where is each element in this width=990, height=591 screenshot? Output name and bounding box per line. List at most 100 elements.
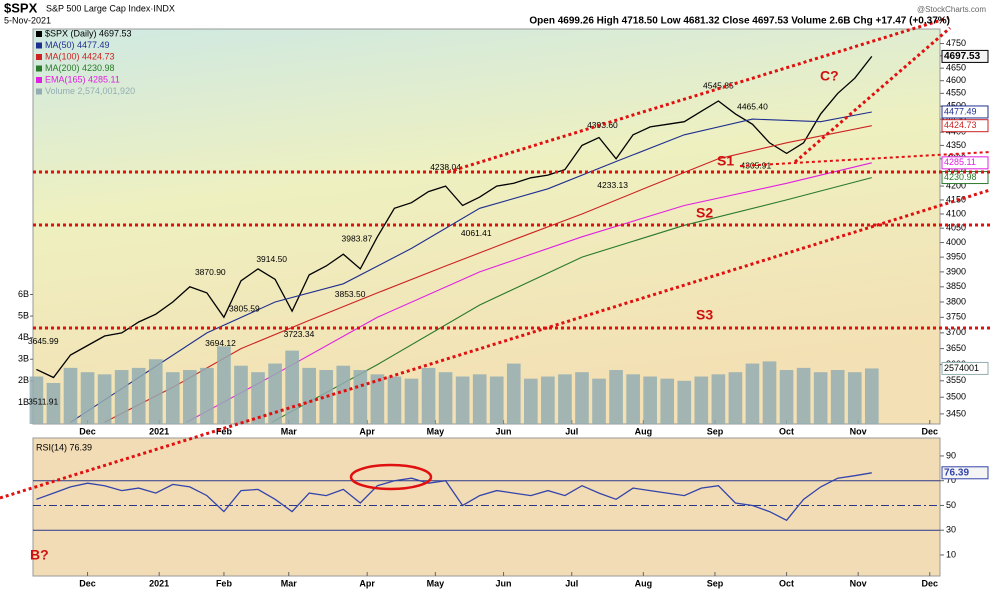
volume-bar (643, 376, 657, 424)
peak-label: 4545.85 (703, 81, 734, 91)
date: 5-Nov-2021 (4, 15, 51, 25)
legend-label: Volume 2,574,001,920 (45, 86, 135, 96)
y-tick-label: 4100 (946, 208, 966, 218)
volume-bar (864, 368, 879, 424)
y-tick-label: 3950 (946, 252, 966, 262)
volume-bar (626, 374, 640, 424)
y2-tick-label: 1B (18, 397, 29, 407)
legend-swatch (36, 65, 42, 72)
rsi-highlight (349, 463, 433, 491)
last-value-label: 4424.73 (944, 120, 977, 130)
x-tick-label: Apr (359, 578, 375, 588)
y-tick-label: 4150 (946, 194, 966, 204)
volume-bar (131, 367, 146, 424)
volume-bar (575, 372, 589, 424)
x-tick-label: Oct (779, 578, 794, 588)
credit: @StockCharts.com (917, 5, 986, 14)
peak-label: 3853.50 (335, 289, 366, 299)
y-tick-label: 3650 (946, 343, 966, 353)
last-value-box (941, 156, 989, 170)
legend-swatch (36, 54, 42, 60)
legend-swatch (36, 88, 42, 95)
legend-label: $SPX (Daily) 4697.53 (45, 28, 132, 38)
x-tick-label: 2021 (149, 426, 169, 436)
y-tick-label: 4650 (946, 63, 966, 73)
last-value-box (941, 119, 989, 133)
peak-label: 3645.99 (28, 336, 59, 346)
last-value-box (941, 361, 989, 375)
y-tick-label: 30 (946, 525, 956, 535)
volume-bar (234, 365, 248, 424)
volume-bar (29, 376, 44, 424)
volume-bar (438, 372, 453, 424)
rsi-title: RSI(14) 76.39 (36, 442, 92, 452)
volume-bar (285, 350, 299, 424)
x-tick-label: Aug (635, 578, 653, 588)
y2-tick-label: 2B (18, 375, 29, 385)
y2-tick-label: 6B (18, 289, 29, 299)
y-tick-label: 4350 (946, 140, 966, 150)
volume-bar (455, 376, 470, 424)
subtitle: S&P 500 Large Cap Index·INDX (46, 3, 175, 13)
y-tick-label: 3500 (946, 392, 966, 402)
peak-label: 3870.90 (195, 267, 226, 277)
volume-bar (387, 376, 402, 424)
volume-bar (114, 370, 129, 424)
legend-swatch (36, 31, 42, 37)
peak-label: 3805.59 (229, 304, 260, 314)
y-tick-label: 4750 (946, 38, 966, 48)
lower-trendline (0, 188, 990, 500)
legend-label: MA(200) 4230.98 (45, 63, 115, 73)
volume-bar (336, 365, 351, 424)
y-tick-label: 4050 (946, 223, 966, 233)
volume-bar (745, 363, 760, 424)
y-tick-label: 10 (946, 549, 956, 559)
x-tick-label: Nov (850, 426, 867, 436)
last-value-label: 4697.53 (944, 51, 981, 62)
series-line (70, 111, 872, 423)
last-value-label: 2574001 (944, 363, 979, 373)
x-tick-label: Jun (496, 578, 512, 588)
x-tick-label: Apr (359, 426, 375, 436)
volume-bar (63, 367, 78, 424)
volume-bar (524, 378, 538, 424)
x-tick-label: Sep (707, 426, 724, 436)
y-tick-label: 4200 (946, 180, 966, 190)
volume-bar (421, 367, 436, 424)
x-tick-label: May (427, 578, 445, 588)
x-tick-label: Feb (216, 578, 233, 588)
x-tick-label: Jun (496, 426, 512, 436)
last-value-label: 4230.98 (944, 172, 977, 182)
volume-bar (558, 374, 572, 424)
volume-bar (217, 346, 231, 424)
volume-bar (694, 376, 709, 424)
volume-bar (183, 370, 197, 424)
volume-bar (762, 361, 777, 424)
rsi-panel (32, 437, 941, 577)
volume-bar (251, 372, 265, 424)
volume-bar (472, 374, 487, 424)
last-value-label: 76.39 (944, 467, 969, 478)
peak-label: 3723.34 (284, 329, 315, 339)
last-value-box (941, 105, 989, 119)
y-tick-label: 3450 (946, 408, 966, 418)
x-tick-label: Feb (216, 426, 233, 436)
volume-bar (404, 378, 419, 424)
y2-tick-label: 5B (18, 310, 29, 320)
volume-bar (541, 376, 555, 424)
series-line (36, 472, 872, 522)
y-tick-label: 4000 (946, 237, 966, 247)
volume-bar (200, 367, 214, 424)
volume-bar (46, 382, 61, 424)
y-tick-label: 4600 (946, 75, 966, 85)
volume-bar (677, 380, 692, 424)
y-tick-label: 90 (946, 450, 956, 460)
x-tick-label: Mar (281, 578, 298, 588)
last-value-label: 4285.11 (944, 157, 976, 167)
y-tick-label: 3550 (946, 375, 966, 385)
c-label: C? (820, 68, 839, 84)
y-tick-label: 3900 (946, 266, 966, 276)
x-tick-label: Mar (281, 426, 298, 436)
volume-bar (847, 372, 862, 424)
